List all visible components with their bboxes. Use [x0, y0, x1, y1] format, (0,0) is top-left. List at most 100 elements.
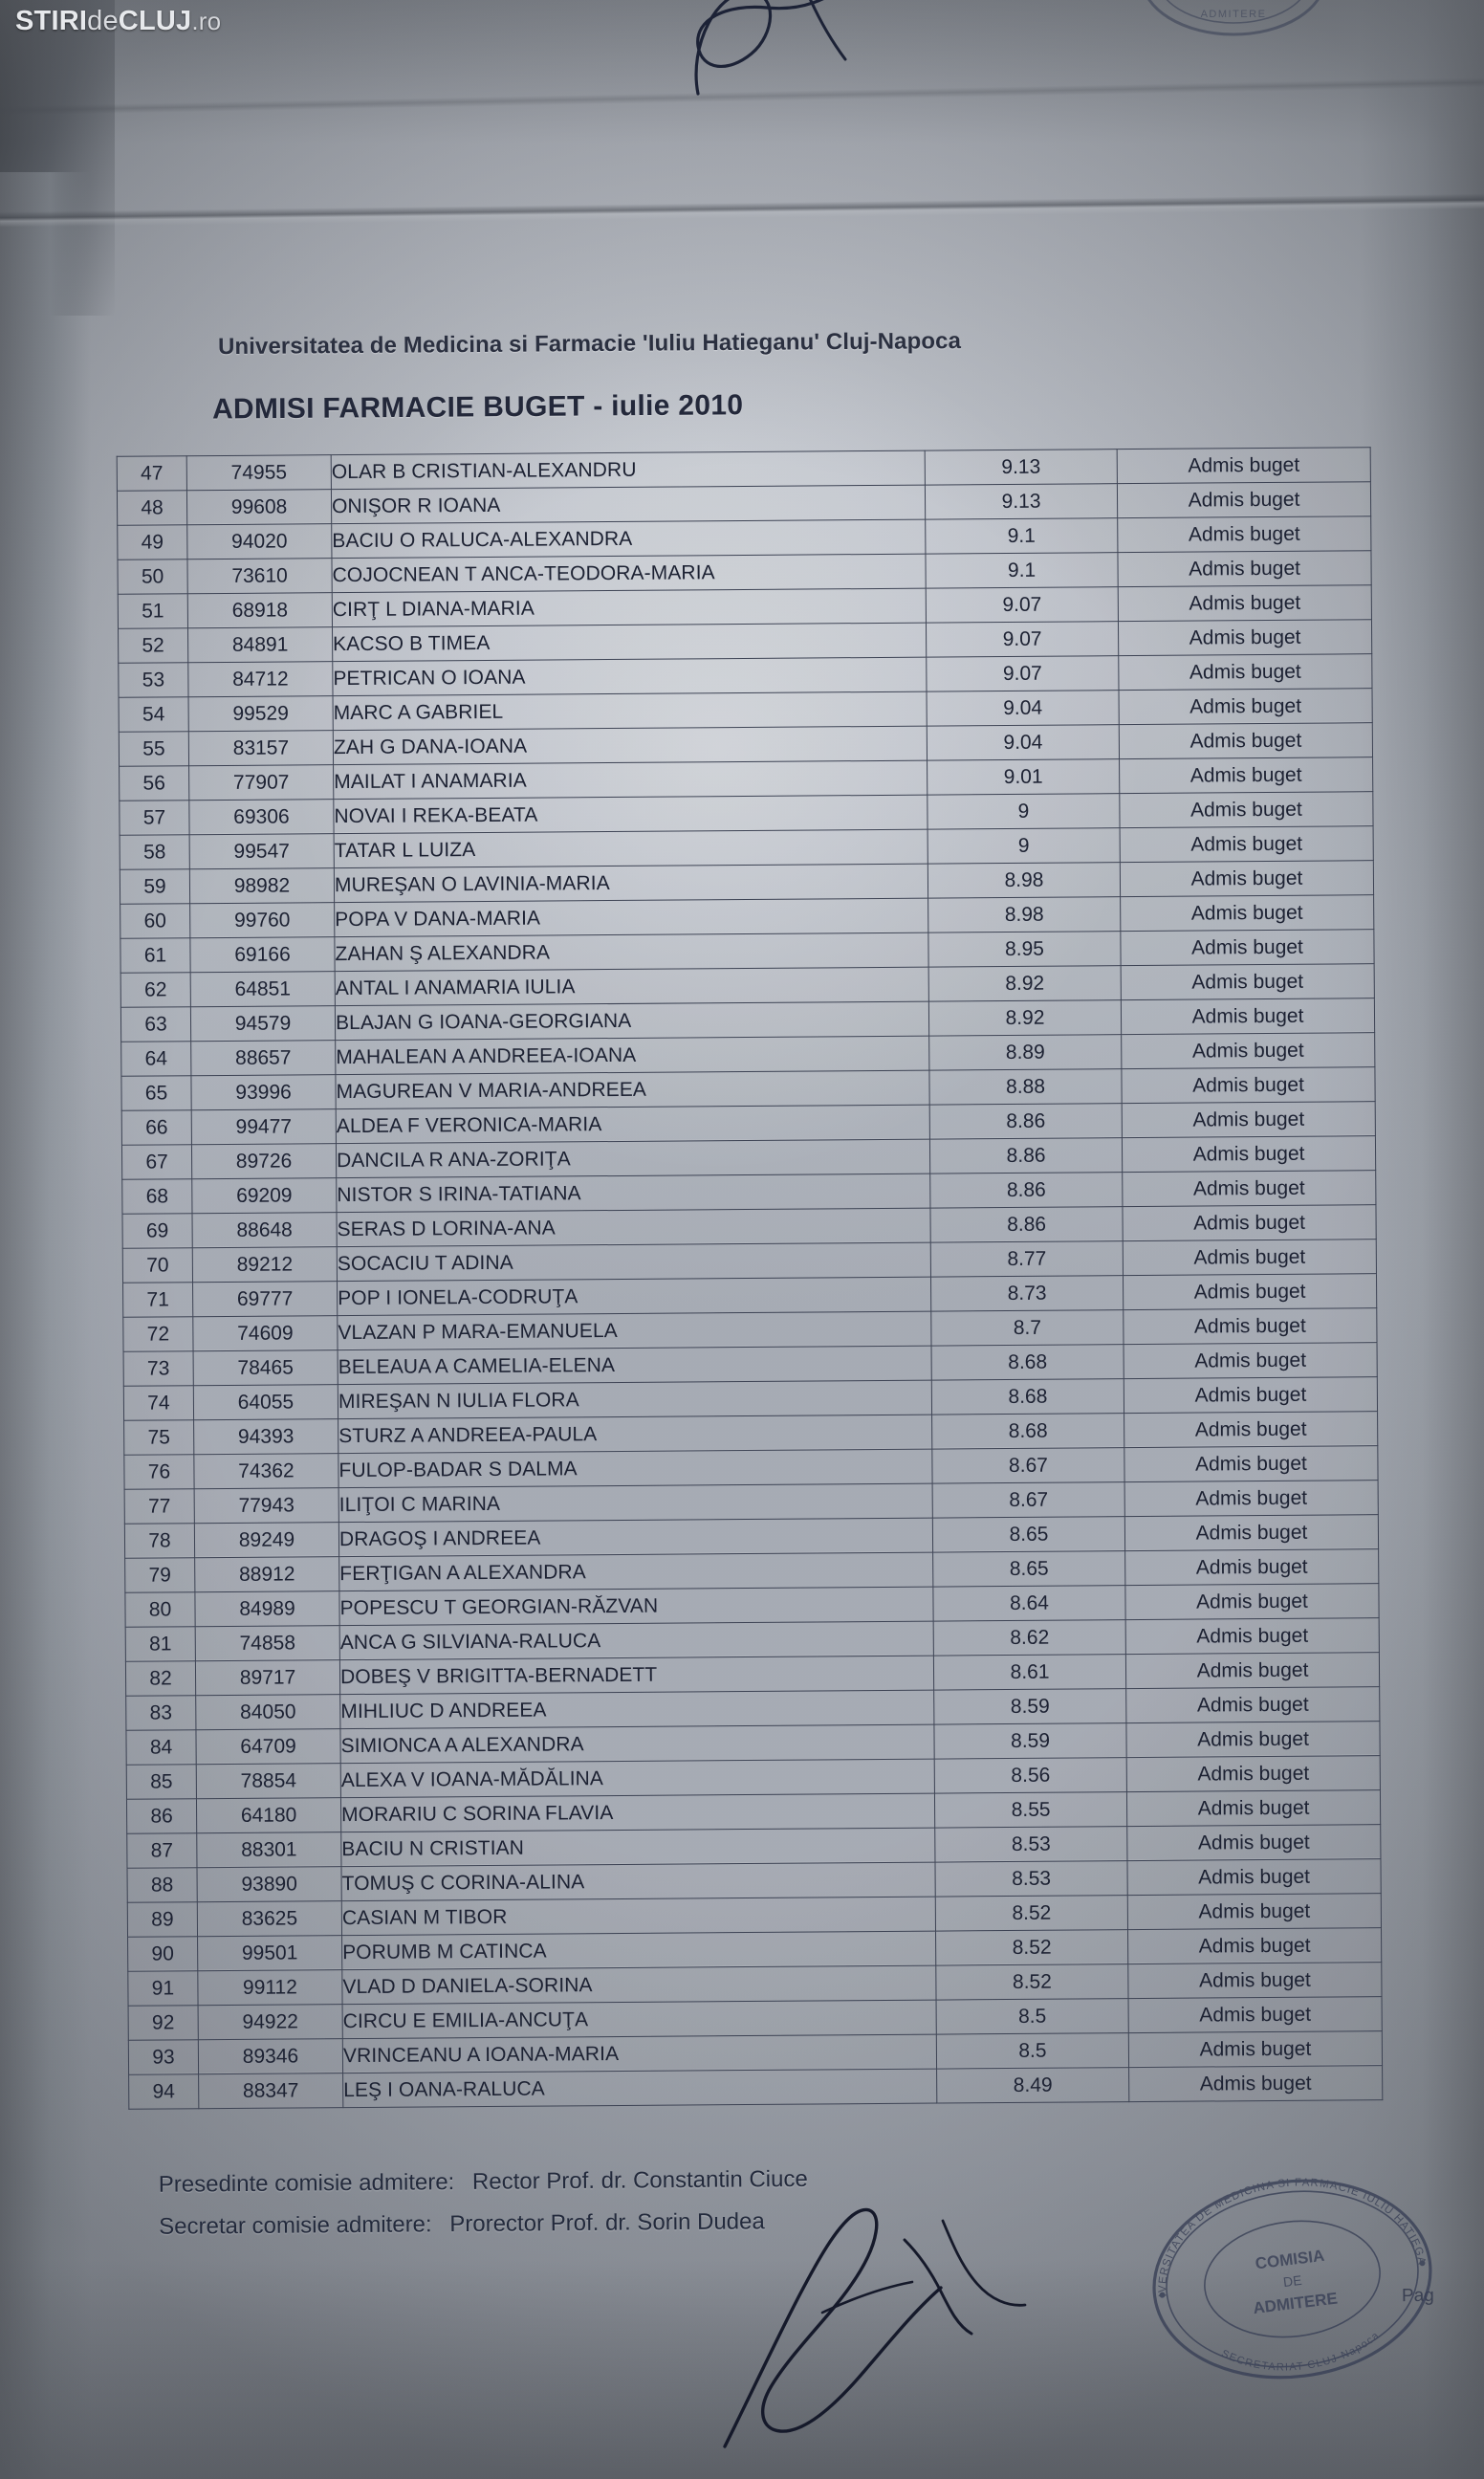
- cell-rank: 64: [120, 1041, 191, 1077]
- cell-rank: 75: [123, 1419, 194, 1456]
- cell-rank: 71: [122, 1282, 193, 1318]
- cell-code: 68918: [187, 592, 333, 628]
- president-value: Rector Prof. dr. Constantin Ciuce: [471, 2165, 808, 2195]
- cell-code: 88347: [198, 2073, 343, 2109]
- cell-grade: 8.49: [936, 2067, 1129, 2104]
- cell-code: 99112: [197, 1969, 343, 2006]
- cell-name: PETRICAN O IOANA: [332, 657, 928, 696]
- cell-code: 88657: [190, 1040, 336, 1076]
- cell-status: Admis buget: [1122, 1101, 1376, 1138]
- cell-code: 84712: [187, 661, 334, 697]
- cell-status: Admis buget: [1128, 1996, 1383, 2033]
- cell-code: 74609: [192, 1315, 338, 1351]
- cell-code: 83625: [197, 1900, 342, 1937]
- cell-name: CASIAN M TIBOR: [341, 1897, 936, 1936]
- cell-code: 89212: [192, 1246, 338, 1283]
- cell-code: 99529: [188, 695, 334, 732]
- cell-name: ALEXA V IOANA-MĂDĂLINA: [340, 1759, 935, 1798]
- cell-name: ZAH G DANA-IOANA: [333, 726, 928, 765]
- cell-rank: 79: [124, 1557, 195, 1593]
- cell-status: Admis buget: [1127, 1962, 1383, 1999]
- cell-rank: 77: [124, 1488, 195, 1525]
- cell-grade: 8.89: [928, 1034, 1122, 1071]
- cell-code: 99608: [186, 489, 332, 525]
- cell-grade: 8.68: [931, 1413, 1124, 1450]
- cell-grade: 8.86: [929, 1172, 1123, 1209]
- cell-code: 84050: [195, 1694, 340, 1730]
- cell-rank: 81: [125, 1626, 196, 1662]
- cell-grade: 9.01: [927, 758, 1120, 796]
- cell-rank: 60: [120, 903, 190, 939]
- cell-rank: 57: [119, 800, 190, 836]
- cell-status: Admis buget: [1124, 1376, 1378, 1414]
- cell-grade: 8.73: [930, 1275, 1124, 1312]
- cell-grade: 8.53: [934, 1860, 1128, 1898]
- president-label: Presedinte comisie admitere:: [158, 2169, 455, 2198]
- secretary-label: Secretar comisie admitere:: [159, 2211, 432, 2240]
- cell-grade: 8.64: [932, 1585, 1126, 1622]
- cell-name: LEŞ I OANA-RALUCA: [342, 2069, 937, 2108]
- signature-block: Presedinte comisie admitere: Rector Prof…: [159, 2155, 1211, 2249]
- cell-rank: 86: [126, 1798, 197, 1834]
- cell-rank: 78: [124, 1523, 195, 1559]
- cell-rank: 68: [121, 1178, 192, 1215]
- cell-grade: 8.98: [928, 862, 1121, 899]
- cell-grade: 8.86: [929, 1137, 1123, 1174]
- cell-code: 94922: [198, 2004, 343, 2040]
- cell-rank: 93: [128, 2039, 199, 2075]
- cell-code: 69777: [192, 1281, 338, 1317]
- cell-code: 77907: [188, 764, 334, 801]
- cell-name: ZAHAN Ş ALEXANDRA: [334, 932, 929, 972]
- cell-status: Admis buget: [1120, 860, 1374, 897]
- cell-name: BACIU N CRISTIAN: [340, 1828, 935, 1867]
- admitted-table-wrapper: 47 74955 OLAR B CRISTIAN-ALEXANDRU 9.13 Admi…: [117, 447, 1383, 2110]
- svg-text:ADMITERE: ADMITERE: [1201, 9, 1267, 20]
- cell-grade: 8.88: [928, 1068, 1123, 1106]
- cell-name: VLAD D DANIELA-SORINA: [341, 1965, 937, 2005]
- cell-grade: 8.59: [933, 1722, 1127, 1760]
- cell-rank: 51: [118, 593, 188, 629]
- cell-name: BELEAUA A CAMELIA-ELENA: [338, 1346, 932, 1385]
- cell-status: Admis buget: [1120, 929, 1375, 966]
- cell-name: SERAS D LORINA-ANA: [336, 1208, 931, 1247]
- cell-grade: 8.68: [931, 1344, 1124, 1381]
- cell-name: MIHLIUC D ANDREEA: [339, 1690, 934, 1729]
- cell-code: 64180: [196, 1797, 341, 1833]
- cell-code: 93890: [197, 1866, 342, 1902]
- cell-name: TATAR L LUIZA: [334, 829, 928, 868]
- cell-grade: 8.68: [931, 1378, 1124, 1415]
- cell-status: Admis buget: [1126, 1789, 1381, 1827]
- cell-grade: 8.52: [935, 1929, 1128, 1966]
- cell-status: Admis buget: [1124, 1514, 1379, 1551]
- cell-status: Admis buget: [1121, 998, 1375, 1035]
- cell-rank: 94: [128, 2073, 199, 2110]
- cell-name: ALDEA F VERONICA-MARIA: [336, 1105, 930, 1144]
- cell-name: COJOCNEAN T ANCA-TEODORA-MARIA: [331, 554, 927, 593]
- cell-code: 94393: [193, 1418, 338, 1455]
- cell-grade: 8.5: [936, 2032, 1129, 2070]
- cell-status: Admis buget: [1122, 1204, 1377, 1241]
- cell-name: KACSO B TIMEA: [332, 623, 927, 662]
- cell-status: Admis buget: [1124, 1548, 1379, 1586]
- watermark-part-4: .ro: [191, 7, 222, 35]
- cell-grade: 8.98: [928, 896, 1121, 933]
- cell-name: MAGUREAN V MARIA-ANDREEA: [335, 1070, 930, 1109]
- cell-code: 84891: [187, 626, 333, 663]
- cell-status: Admis buget: [1125, 1721, 1381, 1758]
- cell-code: 78465: [193, 1349, 338, 1386]
- cell-code: 77943: [194, 1487, 339, 1524]
- cell-name: NOVAI I REKA-BEATA: [333, 795, 928, 834]
- watermark-part-1: STIRI: [15, 6, 88, 36]
- cell-grade: 8.59: [933, 1688, 1126, 1725]
- cell-grade: 9.04: [927, 690, 1120, 727]
- cell-name: MORARIU C SORINA FLAVIA: [340, 1793, 935, 1832]
- secretary-line: Secretar comisie admitere: Prorector Pro…: [159, 2197, 1211, 2249]
- cell-code: 99477: [191, 1108, 337, 1145]
- cell-status: Admis buget: [1118, 584, 1372, 622]
- cell-name: STURZ A ANDREEA-PAULA: [338, 1415, 932, 1454]
- cell-name: TOMUŞ C CORINA-ALINA: [340, 1862, 936, 1901]
- cell-grade: 8.52: [935, 1963, 1129, 2001]
- cell-rank: 49: [117, 524, 187, 560]
- cell-status: Admis buget: [1123, 1239, 1377, 1276]
